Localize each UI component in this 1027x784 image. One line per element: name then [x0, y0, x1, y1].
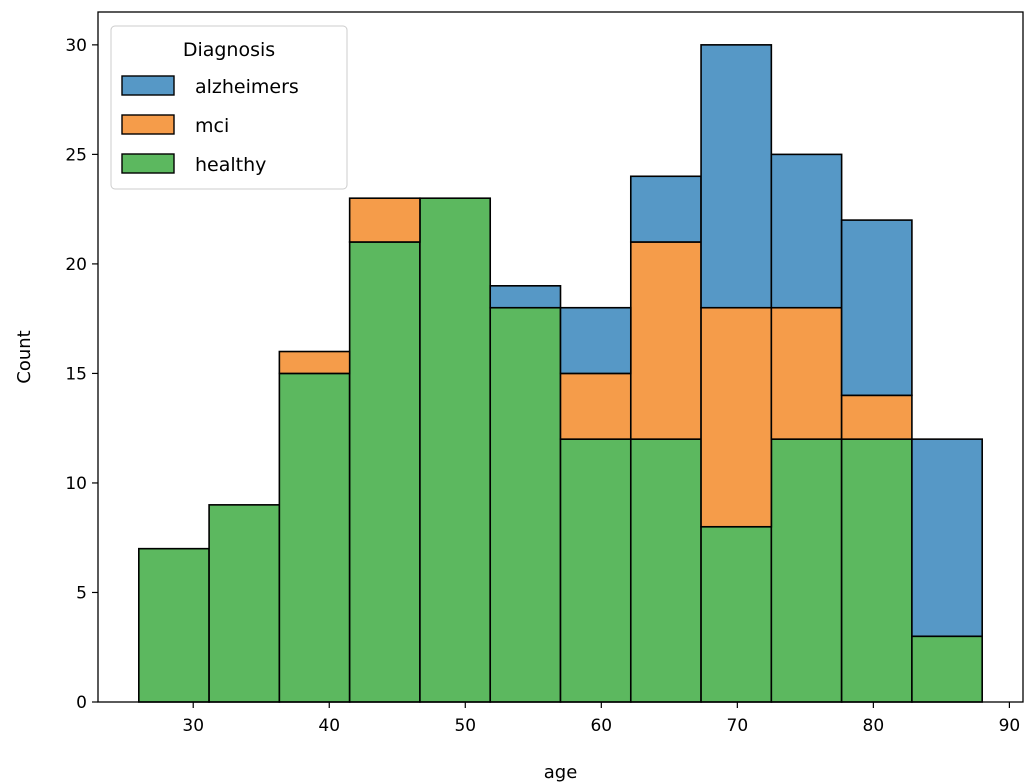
legend-label-mci: mci [195, 115, 229, 137]
x-axis-label: age [544, 762, 578, 783]
x-tick-label: 70 [727, 716, 749, 736]
plot-frame [97, 11, 1024, 703]
bar-healthy-bin-4 [419, 197, 492, 703]
bar-healthy-bin-2 [278, 372, 351, 703]
bar-healthy-bin-0 [138, 547, 210, 703]
bar-alzheimers-bin-7 [629, 175, 702, 243]
bar-mci-bin-10 [840, 394, 913, 440]
bar-healthy-bin-7 [629, 438, 702, 703]
bar-mci-bin-9 [770, 306, 843, 440]
x-tick-label: 60 [590, 716, 612, 736]
y-tick-label: 0 [76, 693, 87, 713]
bar-healthy-bin-10 [840, 438, 913, 703]
y-tick-label: 5 [76, 583, 87, 603]
bar-mci-bin-3 [348, 197, 421, 243]
bar-alzheimers-bin-8 [700, 44, 773, 309]
y-tick-label: 15 [65, 364, 87, 384]
y-tick-label: 10 [65, 474, 87, 494]
bar-healthy-bin-1 [208, 504, 281, 703]
bars-group [138, 44, 983, 703]
bar-healthy-bin-5 [489, 306, 562, 703]
y-tick-label: 20 [65, 255, 87, 275]
bar-healthy-bin-8 [700, 525, 773, 703]
legend-label-healthy: healthy [195, 154, 266, 176]
y-axis-label: Count [14, 330, 35, 383]
bar-mci-bin-8 [700, 306, 773, 528]
bar-mci-bin-7 [629, 241, 702, 440]
legend: Diagnosis alzheimers mci healthy [110, 25, 348, 190]
y-tick-label: 30 [65, 36, 87, 56]
legend-swatch-mci [121, 114, 175, 135]
legend-swatch-alzheimers [121, 75, 175, 96]
bar-healthy-bin-9 [770, 438, 843, 703]
legend-entries: alzheimers mci healthy [121, 75, 299, 176]
legend-label-alzheimers: alzheimers [195, 76, 299, 98]
bar-healthy-bin-3 [348, 241, 421, 703]
bar-alzheimers-bin-10 [840, 219, 913, 397]
legend-title: Diagnosis [183, 39, 275, 61]
x-tick-label: 90 [999, 716, 1021, 736]
legend-box [110, 25, 348, 190]
bar-mci-bin-6 [559, 372, 632, 440]
x-tick-label: 40 [318, 716, 340, 736]
x-tick-label: 30 [182, 716, 204, 736]
bar-alzheimers-bin-11 [911, 438, 983, 638]
bar-alzheimers-bin-9 [770, 153, 843, 309]
bar-healthy-bin-6 [559, 438, 632, 703]
y-tick-label: 25 [65, 145, 87, 165]
bar-alzheimers-bin-5 [489, 285, 562, 309]
x-tick-label: 50 [454, 716, 476, 736]
x-tick-label: 80 [863, 716, 885, 736]
bar-mci-bin-2 [278, 350, 351, 375]
bar-alzheimers-bin-6 [559, 306, 632, 375]
y-axis-ticks: 0 5 10 15 20 25 30 [65, 36, 98, 713]
x-axis-ticks: 30 40 50 60 70 80 90 [182, 702, 1020, 736]
legend-swatch-healthy [121, 153, 175, 174]
bar-healthy-bin-11 [911, 635, 983, 703]
